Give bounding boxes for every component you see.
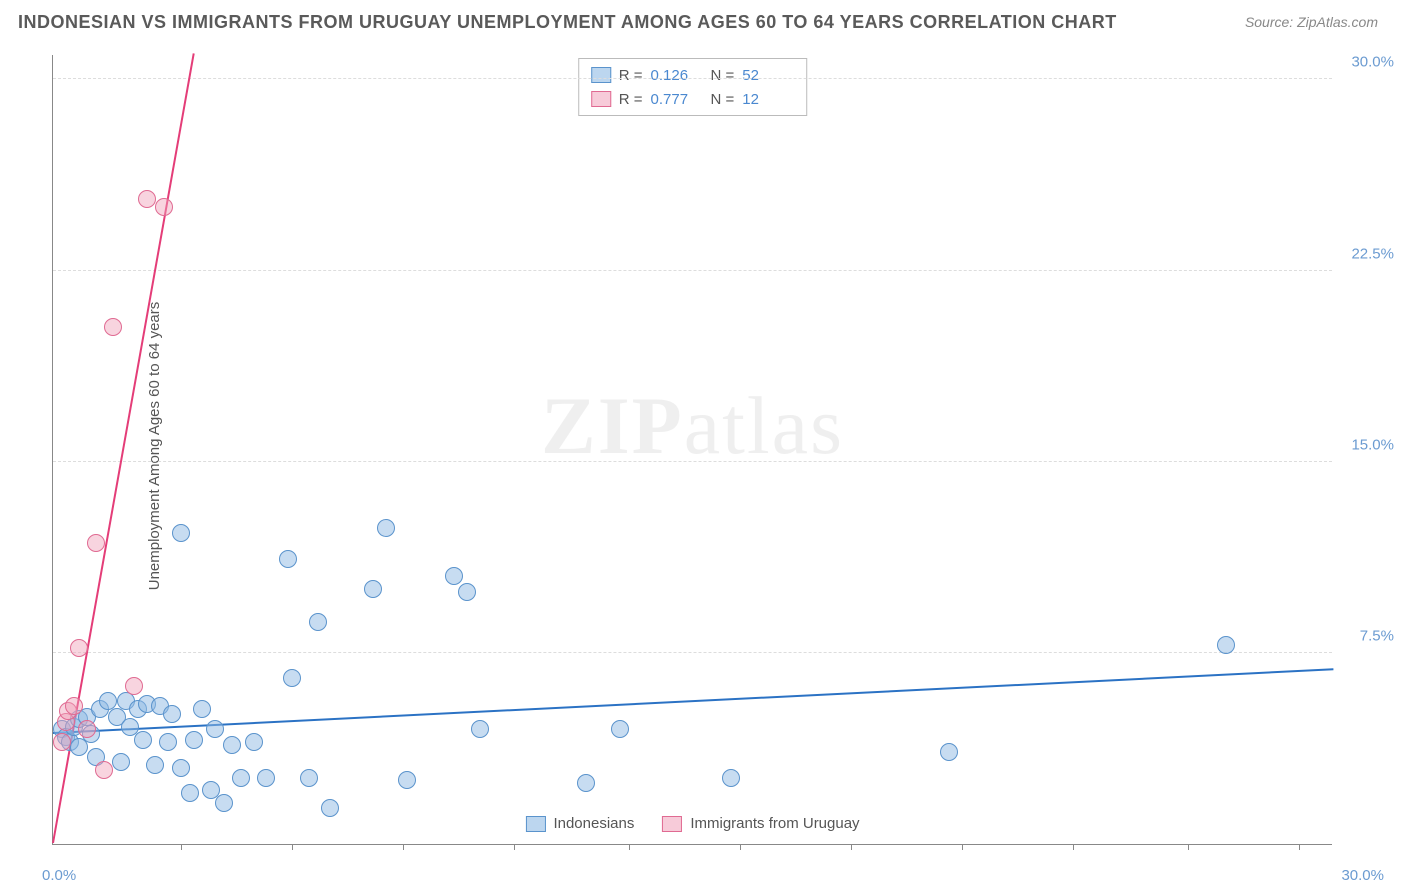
x-tick [740,844,741,850]
data-point [223,736,241,754]
data-point [155,198,173,216]
data-point [722,769,740,787]
data-point [206,720,224,738]
watermark-light: atlas [684,380,844,471]
data-point [53,733,71,751]
data-point [185,731,203,749]
trend-line [53,669,1333,735]
source-attribution: Source: ZipAtlas.com [1245,14,1378,30]
swatch-pink [591,91,611,107]
watermark: ZIPatlas [541,379,844,473]
data-point [87,534,105,552]
legend-label-2: Immigrants from Uruguay [690,815,859,832]
data-point [309,613,327,631]
data-point [193,700,211,718]
data-point [321,799,339,817]
x-tick [514,844,515,850]
x-tick [403,844,404,850]
n-value-2: 12 [742,91,794,108]
data-point [65,697,83,715]
data-point [283,669,301,687]
data-point [172,759,190,777]
chart-title: INDONESIAN VS IMMIGRANTS FROM URUGUAY UN… [18,12,1117,33]
data-point [300,769,318,787]
n-value-1: 52 [742,67,794,84]
data-point [134,731,152,749]
data-point [125,677,143,695]
legend-label-1: Indonesians [553,815,634,832]
gridline [53,652,1332,653]
y-tick-label: 30.0% [1351,54,1394,71]
r-value-1: 0.126 [651,67,703,84]
gridline [53,78,1332,79]
stats-row-series-1: R = 0.126 N = 52 [591,63,795,87]
data-point [159,733,177,751]
correlation-stats-box: R = 0.126 N = 52 R = 0.777 N = 12 [578,58,808,116]
scatter-plot-area: ZIPatlas R = 0.126 N = 52 R = 0.777 N = … [52,55,1332,845]
x-origin-label: 0.0% [42,867,76,884]
legend: Indonesians Immigrants from Uruguay [517,813,867,834]
data-point [377,519,395,537]
y-tick-label: 22.5% [1351,245,1394,262]
x-max-label: 30.0% [1341,867,1384,884]
x-tick [1188,844,1189,850]
data-point [172,524,190,542]
x-tick [181,844,182,850]
data-point [940,743,958,761]
x-tick [629,844,630,850]
data-point [104,318,122,336]
legend-swatch-blue [525,816,545,832]
data-point [163,705,181,723]
data-point [215,794,233,812]
data-point [138,190,156,208]
n-label: N = [711,67,735,84]
legend-item-1: Indonesians [525,815,634,832]
gridline [53,461,1332,462]
x-tick [292,844,293,850]
data-point [95,761,113,779]
data-point [146,756,164,774]
r-label: R = [619,67,643,84]
x-tick [962,844,963,850]
gridline [53,270,1332,271]
x-tick [851,844,852,850]
data-point [257,769,275,787]
data-point [279,550,297,568]
data-point [78,720,96,738]
data-point [458,583,476,601]
data-point [245,733,263,751]
y-tick-label: 7.5% [1360,627,1394,644]
data-point [112,753,130,771]
data-point [364,580,382,598]
stats-row-series-2: R = 0.777 N = 12 [591,87,795,111]
swatch-blue [591,67,611,83]
n-label: N = [711,91,735,108]
watermark-bold: ZIP [541,380,684,471]
legend-swatch-pink [662,816,682,832]
data-point [181,784,199,802]
data-point [398,771,416,789]
y-tick-label: 15.0% [1351,436,1394,453]
r-value-2: 0.777 [651,91,703,108]
r-label: R = [619,91,643,108]
data-point [70,639,88,657]
data-point [1217,636,1235,654]
legend-item-2: Immigrants from Uruguay [662,815,859,832]
x-tick [1073,844,1074,850]
data-point [577,774,595,792]
data-point [471,720,489,738]
data-point [611,720,629,738]
x-tick [1299,844,1300,850]
data-point [232,769,250,787]
data-point [445,567,463,585]
